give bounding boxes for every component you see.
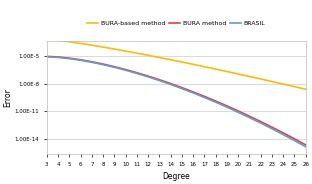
BRASIL	[214, 101, 217, 103]
BRASIL	[101, 63, 105, 66]
BRASIL	[236, 111, 240, 113]
BURA method	[270, 126, 274, 128]
BURA-based method	[214, 68, 217, 70]
Line: BURA-based method: BURA-based method	[47, 39, 306, 89]
BURA method	[191, 91, 195, 93]
BURA method	[247, 115, 251, 117]
BURA method	[236, 110, 240, 112]
BURA-based method	[202, 66, 206, 68]
BURA-based method	[45, 38, 49, 40]
BRASIL	[56, 56, 60, 59]
Legend: BURA-based method, BURA method, BRASIL: BURA-based method, BURA method, BRASIL	[87, 21, 266, 26]
BURA-based method	[79, 42, 82, 45]
BURA-based method	[169, 59, 173, 61]
BURA-based method	[236, 73, 240, 75]
BURA method	[124, 68, 128, 71]
BRASIL	[67, 58, 71, 60]
BURA method	[214, 100, 217, 102]
BRASIL	[90, 61, 94, 63]
BURA method	[202, 95, 206, 98]
BURA method	[146, 75, 150, 77]
BRASIL	[113, 66, 116, 68]
BURA method	[225, 105, 229, 107]
BRASIL	[293, 139, 296, 142]
BURA-based method	[56, 39, 60, 41]
BRASIL	[247, 116, 251, 119]
BURA-based method	[67, 41, 71, 43]
Line: BRASIL: BRASIL	[47, 57, 306, 147]
BURA method	[90, 61, 94, 63]
BURA-based method	[225, 70, 229, 73]
BURA-based method	[90, 44, 94, 46]
BURA method	[45, 55, 49, 57]
BRASIL	[270, 128, 274, 130]
BURA method	[169, 82, 173, 85]
BURA-based method	[247, 75, 251, 77]
BRASIL	[259, 122, 263, 124]
BURA-based method	[101, 46, 105, 48]
BURA-based method	[124, 50, 128, 52]
Y-axis label: Error: Error	[3, 88, 12, 107]
BURA-based method	[304, 88, 308, 90]
BURA method	[101, 63, 105, 65]
BRASIL	[202, 96, 206, 99]
BURA method	[158, 79, 161, 81]
Line: BURA method: BURA method	[47, 56, 306, 145]
BRASIL	[169, 83, 173, 86]
BRASIL	[225, 106, 229, 108]
BURA-based method	[281, 83, 285, 85]
BURA method	[67, 57, 71, 59]
BRASIL	[191, 92, 195, 94]
X-axis label: Degree: Degree	[162, 172, 190, 181]
BRASIL	[79, 59, 82, 61]
BRASIL	[180, 87, 184, 90]
BRASIL	[281, 133, 285, 136]
BRASIL	[135, 72, 139, 75]
BRASIL	[158, 79, 161, 82]
BURA method	[180, 86, 184, 89]
BURA-based method	[135, 52, 139, 54]
BURA-based method	[113, 48, 116, 50]
BURA method	[79, 59, 82, 61]
BURA-based method	[146, 54, 150, 56]
BURA-based method	[191, 63, 195, 66]
BURA-based method	[158, 56, 161, 59]
BURA method	[281, 132, 285, 134]
BURA-based method	[259, 78, 263, 80]
BURA method	[113, 66, 116, 68]
BURA method	[259, 121, 263, 123]
BRASIL	[146, 76, 150, 78]
BURA method	[135, 72, 139, 74]
BURA method	[293, 138, 296, 140]
BURA-based method	[270, 80, 274, 83]
BURA method	[304, 144, 308, 146]
BURA-based method	[293, 86, 296, 88]
BRASIL	[124, 69, 128, 71]
BRASIL	[304, 146, 308, 148]
BURA method	[56, 56, 60, 58]
BURA-based method	[180, 61, 184, 63]
BRASIL	[45, 56, 49, 58]
